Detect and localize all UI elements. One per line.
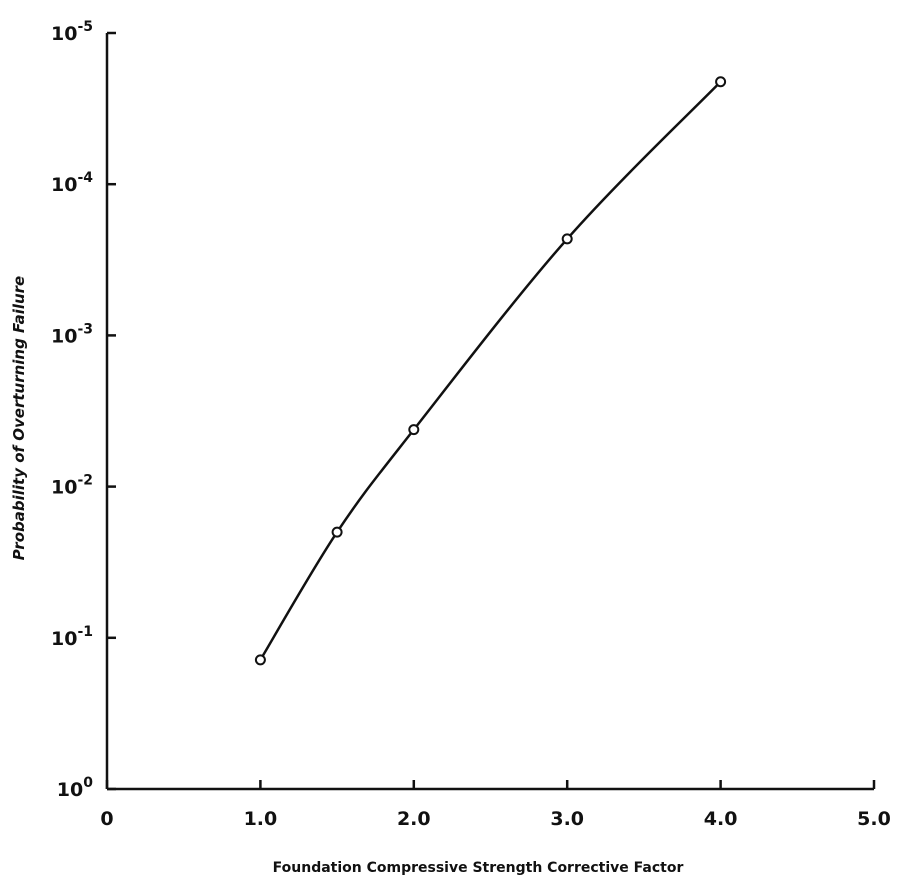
data-curve	[259, 80, 722, 661]
x-tick-label: 2.0	[397, 808, 431, 830]
x-tick-label: 4.0	[704, 808, 738, 830]
y-ticks: 100 10-1 10-2 10-3 10-4 10-5	[51, 19, 116, 801]
x-tick-label: 5.0	[857, 808, 891, 830]
x-tick-label: 1.0	[244, 808, 278, 830]
x-axis-title: Foundation Compressive Strength Correcti…	[273, 860, 684, 876]
y-tick-label: 10-4	[51, 170, 93, 196]
y-tick-label: 10-2	[51, 473, 93, 499]
data-point	[331, 526, 343, 538]
y-tick-label: 10-5	[51, 19, 93, 45]
x-tick-label: 3.0	[550, 808, 584, 830]
y-tick-label: 10-3	[51, 321, 93, 347]
data-point	[561, 233, 573, 245]
y-tick-label: 10-1	[51, 624, 93, 650]
data-point	[715, 76, 727, 88]
data-point	[408, 424, 420, 436]
x-ticks: 0 1.0 2.0 3.0 4.0 5.0	[100, 780, 891, 830]
y-axis-title: Probability of Overturning Failure	[10, 276, 28, 560]
x-tick-label: 0	[100, 808, 113, 830]
data-points	[254, 76, 727, 666]
data-point	[254, 654, 266, 666]
y-tick-label: 100	[57, 775, 93, 801]
